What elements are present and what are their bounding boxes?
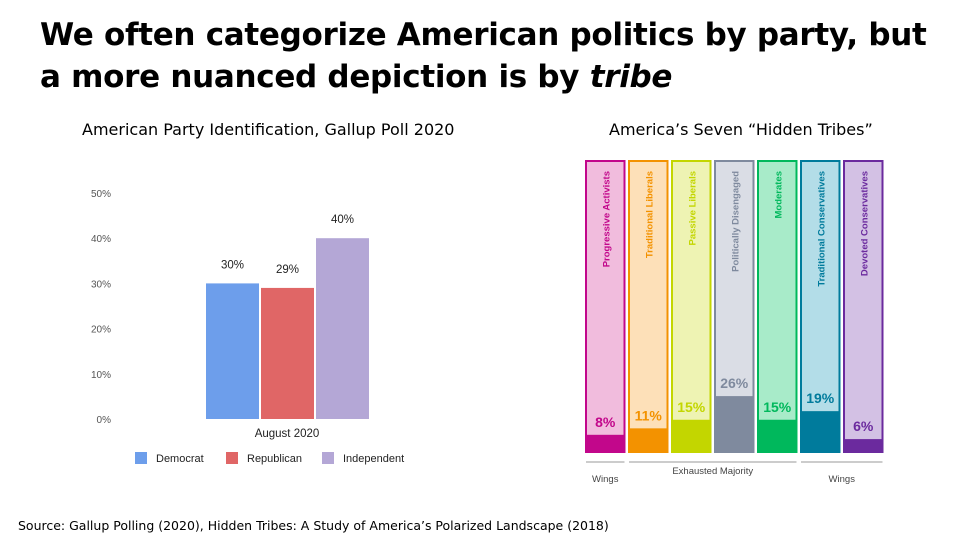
legend-swatch xyxy=(226,452,238,464)
title-text: We often categorize American politics by… xyxy=(40,17,927,95)
tribe-name-label: Politically Disengaged xyxy=(730,171,741,272)
tribe-name-label: Moderates xyxy=(773,171,784,219)
party-chart-title: American Party Identification, Gallup Po… xyxy=(82,120,455,139)
tribe-name-label: Traditional Liberals xyxy=(644,171,655,258)
y-tick-label: 30% xyxy=(91,279,111,290)
bar-republican xyxy=(261,287,314,419)
legend-swatch xyxy=(135,452,147,464)
group-label: Wings xyxy=(829,474,856,485)
y-tick-label: 40% xyxy=(91,234,111,245)
tribe-bar xyxy=(586,434,625,452)
tribe-column-outline xyxy=(585,160,626,453)
legend-swatch xyxy=(322,452,334,464)
title-emphasis: tribe xyxy=(589,59,673,95)
tribe-value-label: 11% xyxy=(635,407,663,423)
tribe-column-outline xyxy=(671,160,712,453)
tribe-value-label: 15% xyxy=(763,399,792,415)
tribe-value-label: 6% xyxy=(853,418,874,434)
tribes-chart-title: America’s Seven “Hidden Tribes” xyxy=(609,120,873,139)
tribe-name-label: Progressive Activists xyxy=(601,171,612,267)
data-label: 29% xyxy=(276,264,299,276)
tribe-name-label: Devoted Conservatives xyxy=(859,171,870,276)
y-tick-label: 20% xyxy=(91,325,111,336)
tribe-bar xyxy=(672,419,711,452)
tribe-bar xyxy=(801,411,840,452)
tribe-name-label: Traditional Conservatives xyxy=(816,171,827,287)
legend-label: Democrat xyxy=(156,453,204,465)
tribe-value-label: 26% xyxy=(720,375,749,391)
tribe-bar xyxy=(844,439,883,452)
slide-title: We often categorize American politics by… xyxy=(40,14,940,98)
tribe-value-label: 15% xyxy=(677,399,706,415)
group-label: Wings xyxy=(592,474,619,485)
tribe-value-label: 8% xyxy=(595,414,616,430)
tribe-name-label: Passive Liberals xyxy=(687,171,698,245)
y-tick-label: 50% xyxy=(91,189,111,200)
tribe-bar xyxy=(629,428,668,452)
data-label: 40% xyxy=(331,214,354,226)
tribe-value-label: 19% xyxy=(806,390,835,406)
legend-label: Republican xyxy=(247,453,302,465)
data-label: 30% xyxy=(221,259,244,271)
legend-label: Independent xyxy=(343,453,404,465)
source-note: Source: Gallup Polling (2020), Hidden Tr… xyxy=(18,518,609,533)
tribe-bar xyxy=(715,396,754,452)
bar-democrat xyxy=(206,283,259,419)
bar-independent xyxy=(316,238,369,419)
tribe-column-outline xyxy=(757,160,798,453)
y-tick-label: 10% xyxy=(91,370,111,381)
group-label: Exhausted Majority xyxy=(672,466,753,477)
y-tick-label: 0% xyxy=(97,415,112,426)
x-category-label: August 2020 xyxy=(255,428,320,440)
tribe-column-outline xyxy=(800,160,841,453)
tribe-column-outline xyxy=(628,160,669,453)
tribe-bar xyxy=(758,419,797,452)
